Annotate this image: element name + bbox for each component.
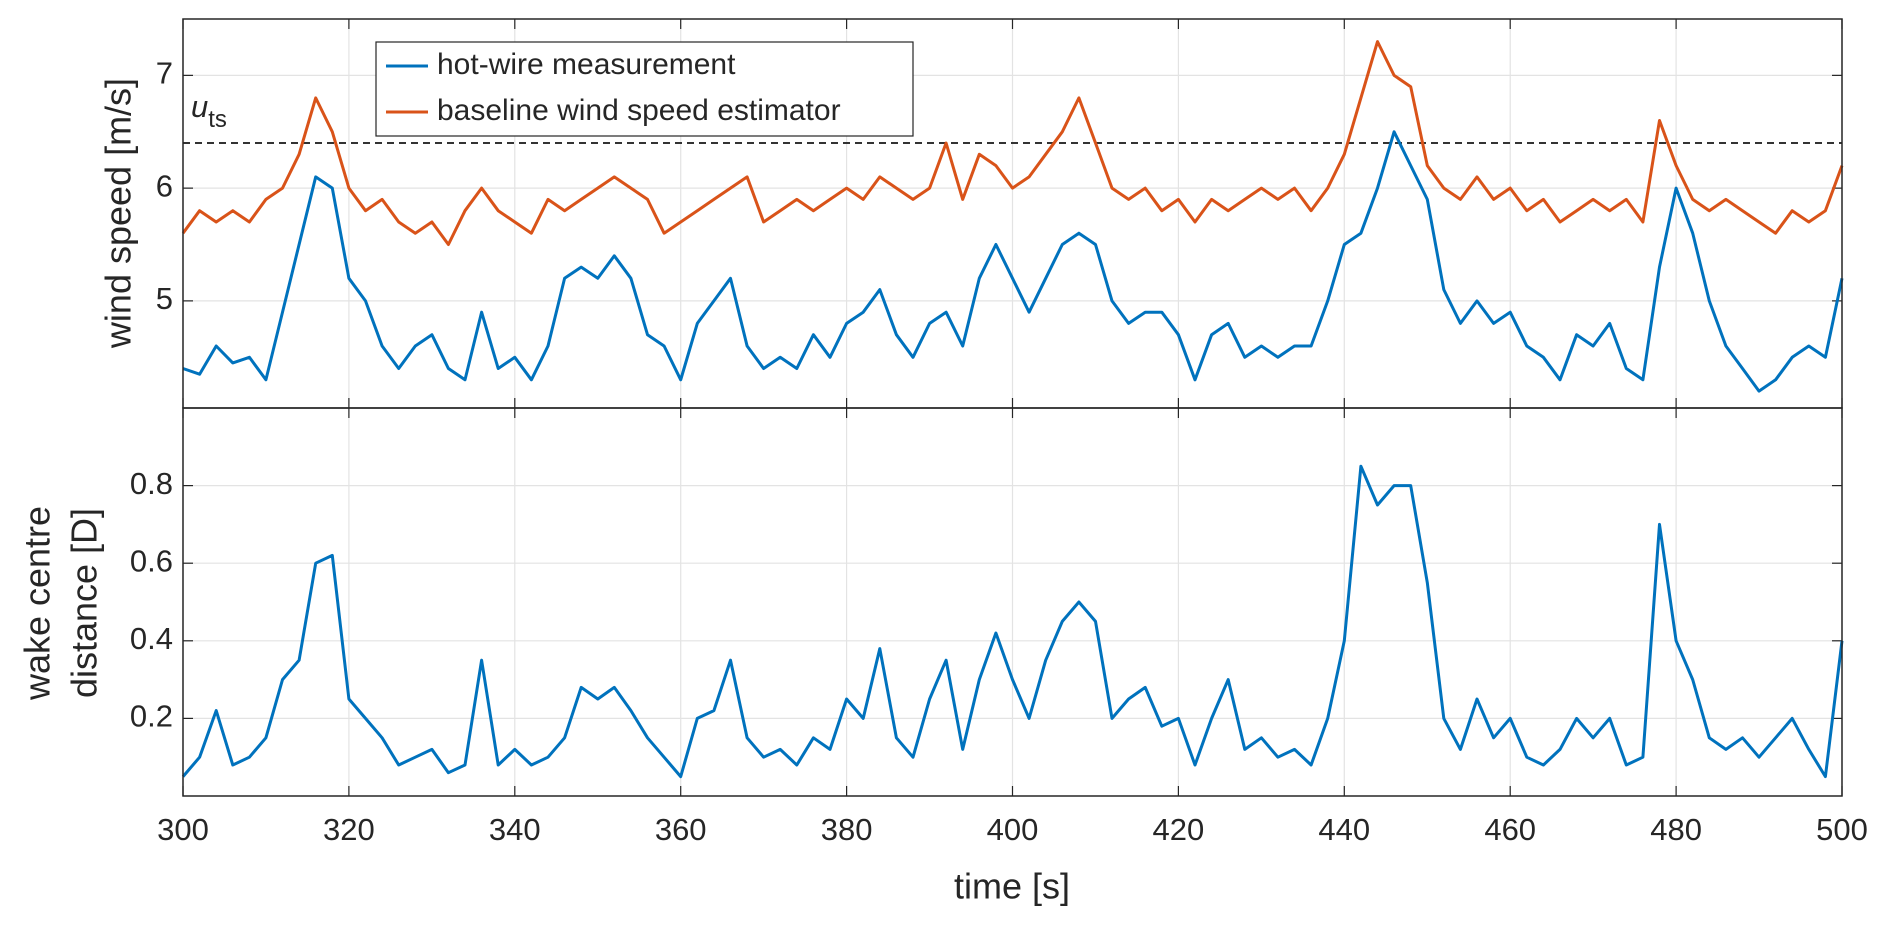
y-tick-label: 6 <box>156 168 173 203</box>
threshold-label: uts <box>191 89 227 133</box>
threshold-subscript: ts <box>208 106 227 133</box>
x-tick-label: 460 <box>1484 812 1536 847</box>
data-line <box>181 464 1844 779</box>
x-tick-label: 380 <box>821 812 873 847</box>
x-tick-label: 440 <box>1318 812 1370 847</box>
x-tick-label: 340 <box>489 812 541 847</box>
y-tick-label: 0.2 <box>130 699 173 734</box>
x-axis-label: time [s] <box>954 866 1070 907</box>
y-axis-label: distance [D] <box>64 508 105 698</box>
x-tick-label: 400 <box>987 812 1039 847</box>
y-tick-label: 0.8 <box>130 466 173 501</box>
legend-label: baseline wind speed estimator <box>437 94 841 127</box>
data-line <box>181 40 1844 246</box>
x-tick-label: 300 <box>157 812 209 847</box>
data-line <box>182 130 1844 393</box>
y-tick-label: 5 <box>156 281 173 316</box>
axes-box <box>182 407 1843 797</box>
x-tick-label: 480 <box>1650 812 1702 847</box>
x-tick-label: 500 <box>1816 812 1868 847</box>
legend-box <box>375 41 914 137</box>
legend-label: hot-wire measurement <box>437 48 736 81</box>
x-tick-label: 360 <box>655 812 707 847</box>
x-tick-label: 320 <box>323 812 375 847</box>
y-axis-label: wake centre <box>17 506 58 701</box>
y-tick-label: 0.6 <box>130 543 173 578</box>
threshold-symbol: u <box>191 89 208 124</box>
x-tick-label: 420 <box>1153 812 1205 847</box>
y-tick-label: 0.4 <box>130 621 173 656</box>
y-axis-label: wind speed [m/s] <box>98 78 139 349</box>
y-tick-label: 7 <box>156 56 173 91</box>
